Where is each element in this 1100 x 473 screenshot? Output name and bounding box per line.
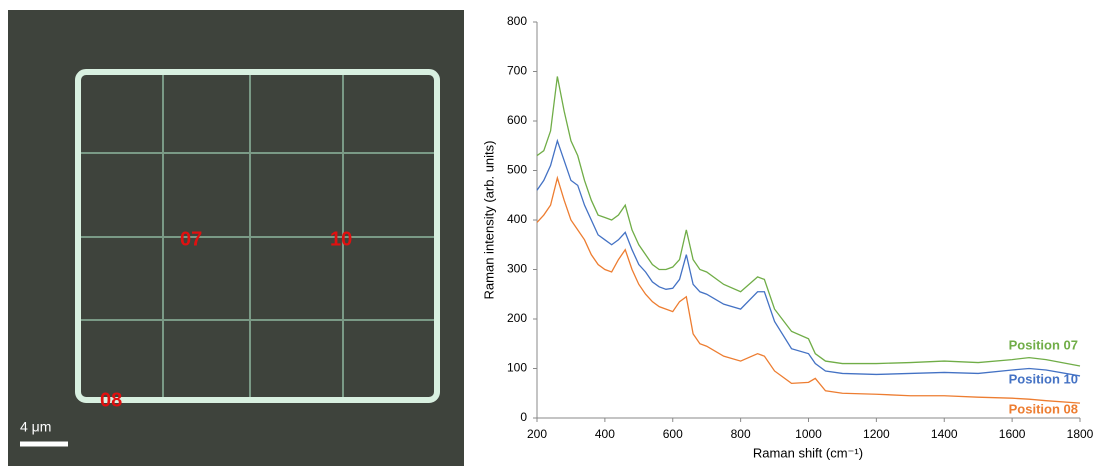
series-line xyxy=(536,76,1081,367)
y-tick-label: 300 xyxy=(507,262,527,276)
x-tick-label: 600 xyxy=(663,427,683,441)
position-label: 07 xyxy=(180,228,202,250)
x-tick-label: 1400 xyxy=(931,427,958,441)
scale-bar-label: 4 μm xyxy=(20,419,51,435)
x-tick-label: 1000 xyxy=(795,427,822,441)
x-tick-label: 800 xyxy=(731,427,751,441)
y-tick-label: 700 xyxy=(507,64,527,78)
position-label: 08 xyxy=(100,389,122,411)
position-label: 10 xyxy=(330,228,352,250)
chart: Raman shift (cm⁻¹) Raman intensity (arb.… xyxy=(481,14,1093,460)
y-tick-label: 800 xyxy=(507,14,527,28)
micrograph: 07 10 08 4 μm xyxy=(8,10,464,466)
y-tick-label: 0 xyxy=(520,410,527,424)
grid-frame xyxy=(75,69,440,403)
y-tick-label: 200 xyxy=(507,311,527,325)
series-line xyxy=(536,138,1081,377)
x-tick-label: 1800 xyxy=(1067,427,1094,441)
series-label: Position 07 xyxy=(1009,337,1078,352)
x-tick-label: 200 xyxy=(527,427,547,441)
x-tick-label: 1200 xyxy=(863,427,890,441)
y-axis-title: Raman intensity (arb. units) xyxy=(481,141,496,300)
x-axis-title: Raman shift (cm⁻¹) xyxy=(753,445,863,460)
series-label: Position 08 xyxy=(1009,402,1078,417)
y-tick-label: 500 xyxy=(507,163,527,177)
grid-bars xyxy=(78,70,437,400)
y-tick-label: 400 xyxy=(507,212,527,226)
x-tick-label: 1600 xyxy=(999,427,1026,441)
series-line xyxy=(536,175,1081,404)
y-tick-label: 600 xyxy=(507,113,527,127)
x-tick-label: 400 xyxy=(595,427,615,441)
y-tick-label: 100 xyxy=(507,361,527,375)
series-label: Position 10 xyxy=(1009,371,1078,386)
